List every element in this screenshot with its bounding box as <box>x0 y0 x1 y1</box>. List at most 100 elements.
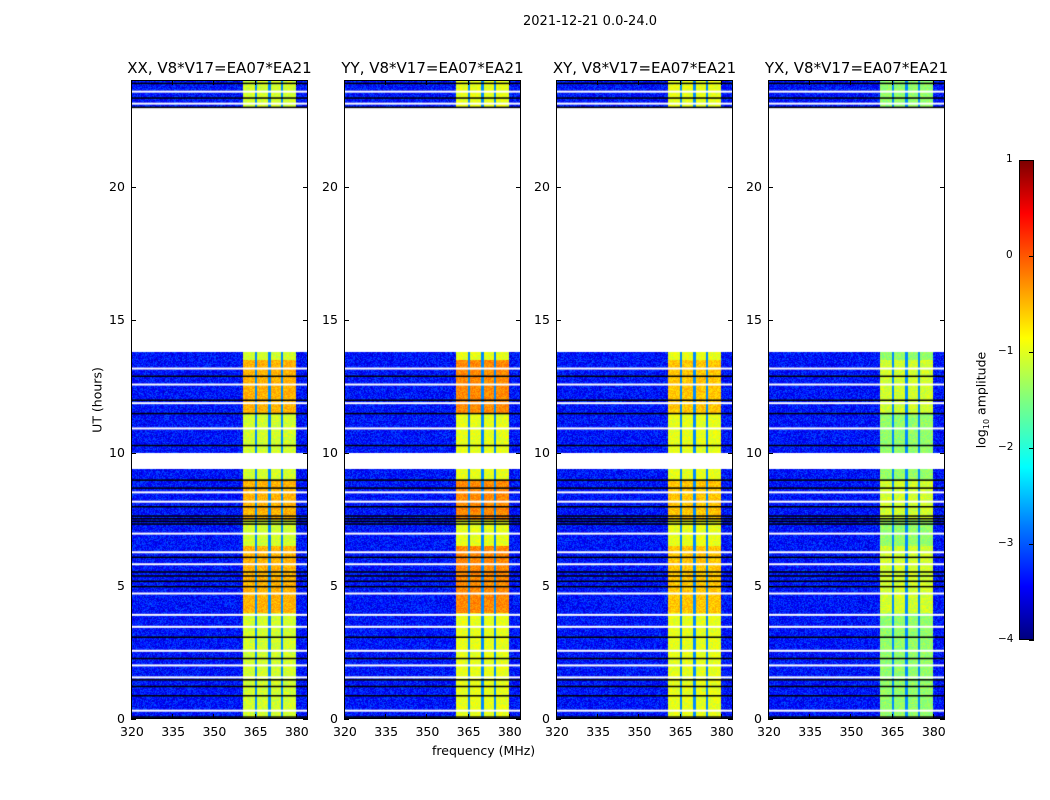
y-tick-mark <box>344 319 349 321</box>
x-tick-label: 320 <box>545 724 569 739</box>
x-tick-mark <box>932 80 934 85</box>
panel-title: XY, V8*V17=EA07*EA21 <box>552 59 737 77</box>
y-tick-mark <box>556 186 561 188</box>
colorbar-tick-mark <box>1029 160 1034 161</box>
y-tick-mark <box>303 186 308 188</box>
y-tick-mark <box>344 452 349 454</box>
x-tick-label: 365 <box>456 724 481 739</box>
y-tick-mark <box>516 319 521 321</box>
x-tick-mark <box>891 80 893 85</box>
colorbar-tick-label: −1 <box>998 345 1014 357</box>
y-tick-mark <box>768 452 773 454</box>
x-tick-mark <box>556 80 557 85</box>
colorbar-tick-label: −2 <box>998 441 1014 453</box>
colorbar-tick-label: 0 <box>1006 249 1013 261</box>
x-tick-label: 365 <box>243 724 268 739</box>
x-tick-mark <box>467 714 469 719</box>
y-tick-mark <box>516 719 521 720</box>
y-tick-mark <box>768 719 773 720</box>
x-tick-label: 335 <box>586 724 611 739</box>
x-tick-mark <box>131 80 132 85</box>
y-tick-label: 0 <box>542 711 550 726</box>
y-tick-label: 20 <box>534 178 550 194</box>
y-tick-label: 15 <box>534 311 550 327</box>
x-tick-mark <box>467 80 469 85</box>
y-tick-mark <box>131 719 136 720</box>
y-tick-mark <box>556 452 561 454</box>
x-tick-mark <box>850 80 852 85</box>
y-tick-label: 10 <box>746 444 762 460</box>
y-tick-mark <box>131 319 136 321</box>
y-tick-mark <box>940 319 945 321</box>
x-tick-mark <box>426 714 428 719</box>
heatmap-canvas <box>557 81 732 718</box>
colorbar-tick-label: −4 <box>998 633 1014 645</box>
y-tick-mark <box>344 719 349 720</box>
y-tick-label: 5 <box>117 577 125 593</box>
x-tick-mark <box>295 80 297 85</box>
colorbar-tick-label: 1 <box>1006 153 1013 165</box>
y-tick-mark <box>728 452 733 454</box>
y-tick-label: 10 <box>534 444 550 460</box>
x-tick-mark <box>508 80 510 85</box>
y-tick-mark <box>768 186 773 188</box>
x-tick-mark <box>891 714 893 719</box>
x-tick-mark <box>385 80 387 85</box>
x-tick-label: 320 <box>757 724 781 739</box>
x-tick-label: 335 <box>161 724 186 739</box>
x-tick-mark <box>809 714 811 719</box>
y-tick-mark <box>303 585 308 587</box>
y-tick-label: 15 <box>109 311 125 327</box>
x-tick-mark <box>638 714 640 719</box>
y-tick-mark <box>940 585 945 587</box>
x-tick-label: 350 <box>202 724 227 739</box>
x-tick-mark <box>556 714 557 719</box>
y-tick-label: 15 <box>746 311 762 327</box>
y-tick-label: 20 <box>746 178 762 194</box>
x-tick-mark <box>679 80 681 85</box>
x-tick-mark <box>213 80 215 85</box>
y-tick-mark <box>768 319 773 321</box>
y-tick-mark <box>940 719 945 720</box>
x-tick-mark <box>768 714 769 719</box>
y-tick-mark <box>516 585 521 587</box>
figure-title: 2021-12-21 0.0-24.0 <box>523 14 657 29</box>
panel-title: YX, V8*V17=EA07*EA21 <box>764 59 949 77</box>
y-tick-label: 10 <box>322 444 338 460</box>
x-tick-mark <box>254 80 256 85</box>
x-tick-mark <box>597 80 599 85</box>
y-tick-mark <box>556 585 561 587</box>
colorbar-tick-mark <box>1029 256 1034 257</box>
x-tick-mark <box>295 714 297 719</box>
heatmap-canvas <box>345 81 520 718</box>
y-tick-mark <box>131 585 136 587</box>
y-tick-label: 5 <box>330 577 338 593</box>
x-tick-mark <box>679 714 681 719</box>
x-tick-mark <box>344 80 345 85</box>
y-tick-mark <box>303 319 308 321</box>
y-tick-label: 20 <box>109 178 125 194</box>
x-tick-label: 380 <box>709 724 734 739</box>
x-tick-label: 365 <box>880 724 905 739</box>
x-tick-mark <box>638 80 640 85</box>
colorbar-tick-mark <box>1029 640 1034 641</box>
x-tick-mark <box>720 714 722 719</box>
y-tick-mark <box>556 719 561 720</box>
y-tick-label: 5 <box>754 577 762 593</box>
x-tick-mark <box>426 80 428 85</box>
y-tick-label: 20 <box>322 178 338 194</box>
x-tick-label: 350 <box>627 724 652 739</box>
y-tick-mark <box>728 585 733 587</box>
y-tick-mark <box>768 585 773 587</box>
y-tick-mark <box>556 319 561 321</box>
x-tick-mark <box>131 714 132 719</box>
x-tick-label: 335 <box>374 724 399 739</box>
waterfall-panel <box>556 80 733 719</box>
x-tick-mark <box>172 80 174 85</box>
y-tick-mark <box>516 186 521 188</box>
y-tick-mark <box>728 319 733 321</box>
waterfall-panel <box>344 80 521 719</box>
y-tick-mark <box>303 719 308 720</box>
y-tick-mark <box>131 452 136 454</box>
